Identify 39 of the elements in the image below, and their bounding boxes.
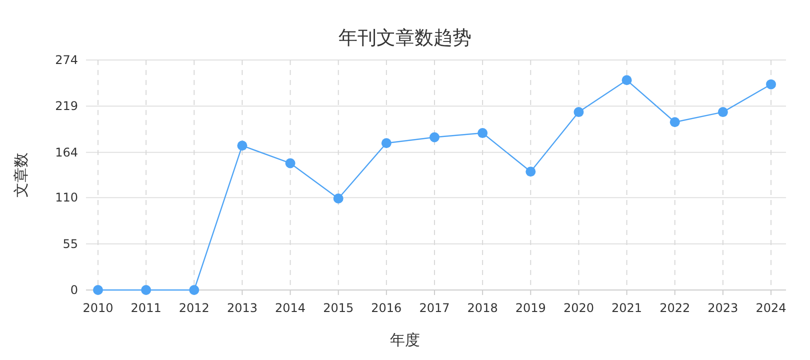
point	[189, 285, 200, 295]
point	[574, 107, 584, 118]
y-tick-label: 0	[70, 283, 78, 297]
point	[478, 128, 488, 138]
x-tick-label: 2013	[226, 301, 258, 315]
point	[93, 285, 103, 295]
x-tick-label: 2019	[515, 301, 546, 315]
point	[237, 140, 248, 151]
point	[670, 117, 680, 128]
y-tick-label: 55	[62, 236, 78, 251]
y-tick-label: 219	[55, 99, 78, 114]
point	[718, 107, 728, 118]
x-tick-label: 2024	[756, 301, 786, 315]
x-axis-title: 年度	[390, 331, 420, 349]
x-tick-label: 2021	[612, 301, 642, 315]
point	[333, 194, 344, 204]
point	[766, 79, 776, 90]
x-tick-label: 2014	[275, 301, 306, 315]
x-tick-label: 2017	[419, 301, 450, 315]
point	[141, 285, 152, 295]
x-tick-label: 2022	[660, 301, 690, 315]
point	[430, 132, 440, 142]
x-tick-label: 2011	[130, 301, 162, 315]
x-tick-label: 2020	[563, 301, 594, 315]
y-tick-label: 164	[55, 145, 78, 160]
point	[285, 158, 296, 168]
x-tick-label: 2018	[467, 301, 498, 315]
y-tick-label: 274	[55, 53, 78, 67]
x-tick-label: 2015	[323, 301, 354, 315]
y-axis-title: 文章数	[12, 152, 30, 198]
x-tick-label: 2010	[82, 301, 114, 315]
point	[526, 166, 536, 177]
x-tick-label: 2016	[371, 301, 402, 315]
point	[622, 75, 632, 86]
x-tick-label: 2012	[178, 301, 210, 315]
x-tick-label: 2023	[708, 301, 738, 315]
point	[381, 138, 392, 148]
chart-title: 年刊文章数趋势	[338, 27, 472, 49]
y-tick-label: 110	[55, 190, 78, 205]
